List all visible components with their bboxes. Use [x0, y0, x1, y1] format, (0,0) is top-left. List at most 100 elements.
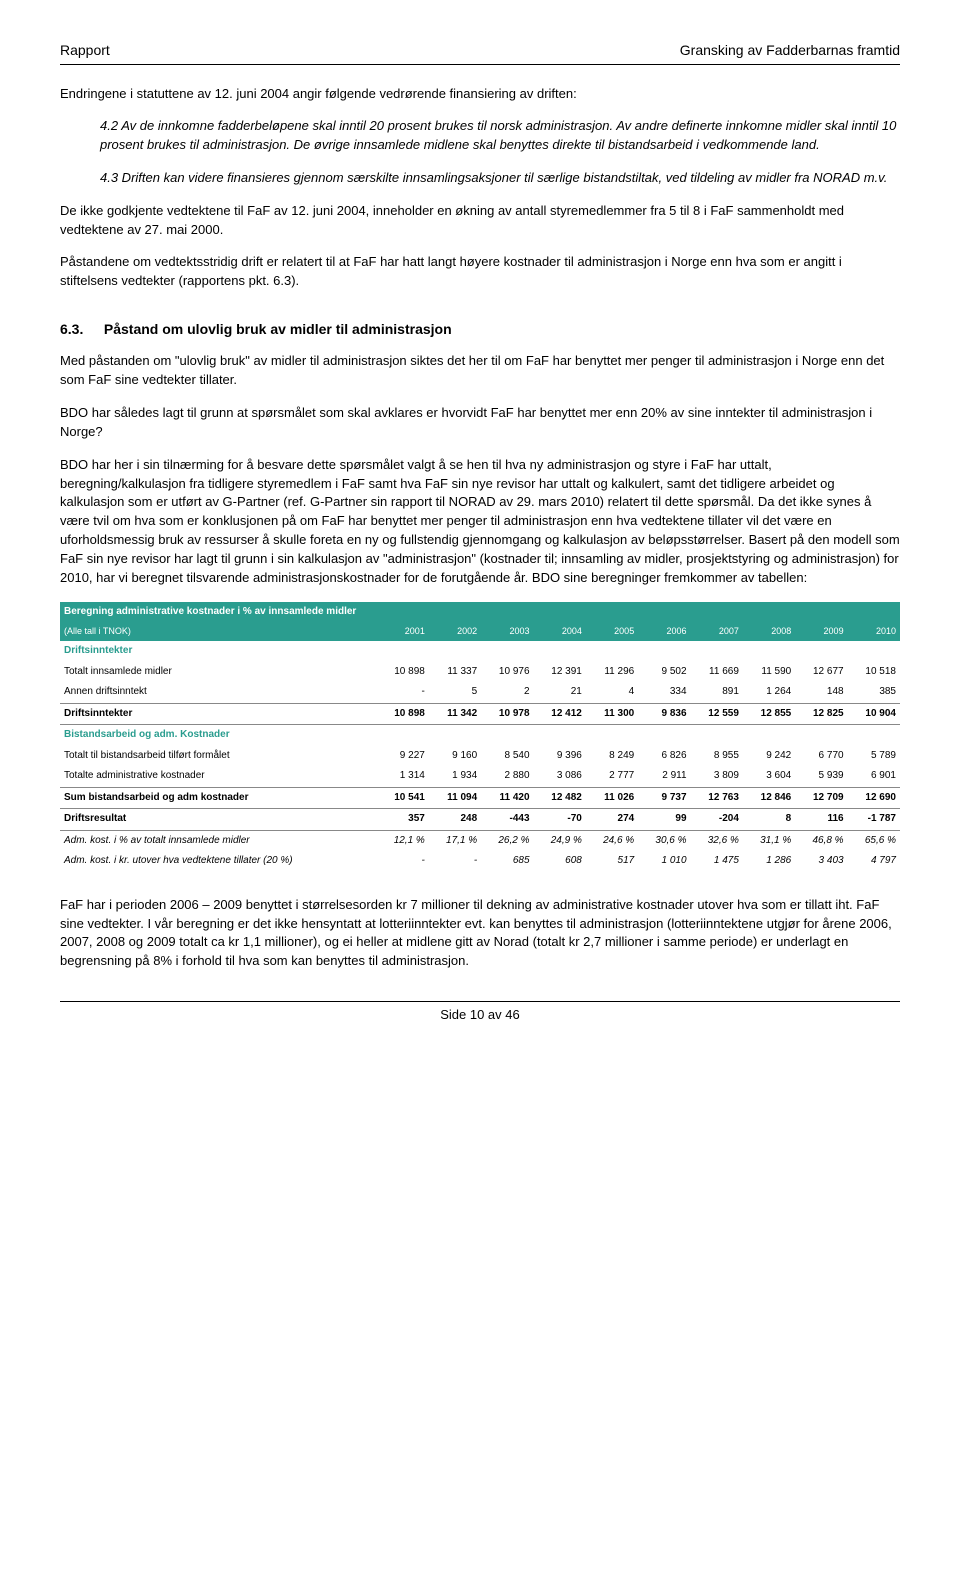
row-value: 11 420: [481, 787, 533, 809]
row-value: 1 264: [743, 682, 795, 703]
row-label: Adm. kost. i kr. utover hva vedtektene t…: [60, 851, 376, 872]
row-value: 5 789: [848, 746, 900, 767]
row-value: 334: [638, 682, 690, 703]
table-pct-row: Adm. kost. i % av totalt innsamlede midl…: [60, 830, 900, 851]
row-value: 6 770: [795, 746, 847, 767]
row-value: 21: [534, 682, 586, 703]
row-value: 11 342: [429, 703, 481, 725]
page-header: Rapport Gransking av Fadderbarnas framti…: [60, 40, 900, 60]
row-value: -204: [691, 809, 743, 831]
row-value: 4: [586, 682, 638, 703]
row-value: 11 300: [586, 703, 638, 725]
year-col: 2007: [691, 622, 743, 641]
row-value: 32,6 %: [691, 830, 743, 851]
row-value: -: [429, 851, 481, 872]
section-title: Påstand om ulovlig bruk av midler til ad…: [104, 321, 452, 337]
row-value: 3 604: [743, 766, 795, 787]
row-value: 65,6 %: [848, 830, 900, 851]
row-value: 12 855: [743, 703, 795, 725]
table-title-row: Beregning administrative kostnader i % a…: [60, 602, 900, 623]
row-value: 517: [586, 851, 638, 872]
row-value: 8: [743, 809, 795, 831]
row-value: 6 826: [638, 746, 690, 767]
row-label: Driftsinntekter: [60, 703, 376, 725]
row-value: 10 978: [481, 703, 533, 725]
table-title: Beregning administrative kostnader i % a…: [60, 602, 900, 623]
row-value: 10 898: [376, 703, 428, 725]
row-value: 891: [691, 682, 743, 703]
header-rule: [60, 64, 900, 65]
table-sum-row: Sum bistandsarbeid og adm kostnader10 54…: [60, 787, 900, 809]
cost-table: Beregning administrative kostnader i % a…: [60, 602, 900, 872]
row-value: 116: [795, 809, 847, 831]
row-value: 10 898: [376, 662, 428, 683]
row-value: 2: [481, 682, 533, 703]
year-col: 2009: [795, 622, 847, 641]
year-col: 2008: [743, 622, 795, 641]
row-label: Totalte administrative kostnader: [60, 766, 376, 787]
row-value: 5 939: [795, 766, 847, 787]
row-label: Adm. kost. i % av totalt innsamlede midl…: [60, 830, 376, 851]
row-value: 12 482: [534, 787, 586, 809]
year-col: 2010: [848, 622, 900, 641]
row-value: 385: [848, 682, 900, 703]
table-result-row: Driftsresultat357248-443-7027499-2048116…: [60, 809, 900, 831]
paragraph-5: BDO har her i sin tilnærming for å besva…: [60, 456, 900, 588]
paragraph-3: Med påstanden om "ulovlig bruk" av midle…: [60, 352, 900, 390]
row-value: 274: [586, 809, 638, 831]
row-value: 4 797: [848, 851, 900, 872]
row-value: 608: [534, 851, 586, 872]
row-value: 9 502: [638, 662, 690, 683]
section-number: 6.3.: [60, 319, 100, 339]
year-col: 2001: [376, 622, 428, 641]
row-value: 30,6 %: [638, 830, 690, 851]
page-footer: Side 10 av 46: [60, 1006, 900, 1025]
row-value: 9 242: [743, 746, 795, 767]
row-value: 10 541: [376, 787, 428, 809]
row-value: 12 846: [743, 787, 795, 809]
row-value: 11 590: [743, 662, 795, 683]
table-section-1: Driftsinntekter: [60, 641, 900, 662]
row-value: 248: [429, 809, 481, 831]
row-label: Totalt til bistandsarbeid tilført formål…: [60, 746, 376, 767]
row-value: 9 396: [534, 746, 586, 767]
row-value: 24,6 %: [586, 830, 638, 851]
row-value: 9 737: [638, 787, 690, 809]
row-value: 357: [376, 809, 428, 831]
row-value: 12 677: [795, 662, 847, 683]
paragraph-1: De ikke godkjente vedtektene til FaF av …: [60, 202, 900, 240]
row-value: 11 669: [691, 662, 743, 683]
row-label: Driftsresultat: [60, 809, 376, 831]
row-value: 3 403: [795, 851, 847, 872]
row-value: -1 787: [848, 809, 900, 831]
row-value: 6 901: [848, 766, 900, 787]
year-col: 2004: [534, 622, 586, 641]
row-value: 46,8 %: [795, 830, 847, 851]
header-left: Rapport: [60, 40, 110, 60]
row-label: Sum bistandsarbeid og adm kostnader: [60, 787, 376, 809]
row-value: 9 160: [429, 746, 481, 767]
row-label: Annen driftsinntekt: [60, 682, 376, 703]
row-value: 12,1 %: [376, 830, 428, 851]
table-year-row: (Alle tall i TNOK) 2001 2002 2003 2004 2…: [60, 622, 900, 641]
row-value: 31,1 %: [743, 830, 795, 851]
quote-4-2: 4.2 Av de innkomne fadderbeløpene skal i…: [100, 117, 900, 155]
row-value: 12 709: [795, 787, 847, 809]
row-value: 2 880: [481, 766, 533, 787]
row-value: 8 955: [691, 746, 743, 767]
row-value: 148: [795, 682, 847, 703]
year-col: 2005: [586, 622, 638, 641]
row-value: 2 911: [638, 766, 690, 787]
row-value: 2 777: [586, 766, 638, 787]
year-col: 2002: [429, 622, 481, 641]
paragraph-6: FaF har i perioden 2006 – 2009 benyttet …: [60, 896, 900, 971]
year-col: 2006: [638, 622, 690, 641]
table-sum-row: Driftsinntekter10 89811 34210 97812 4121…: [60, 703, 900, 725]
row-value: 26,2 %: [481, 830, 533, 851]
row-value: 1 475: [691, 851, 743, 872]
row-value: -443: [481, 809, 533, 831]
row-value: 8 540: [481, 746, 533, 767]
row-value: 12 391: [534, 662, 586, 683]
row-value: 9 227: [376, 746, 428, 767]
paragraph-2: Påstandene om vedtektsstridig drift er r…: [60, 253, 900, 291]
